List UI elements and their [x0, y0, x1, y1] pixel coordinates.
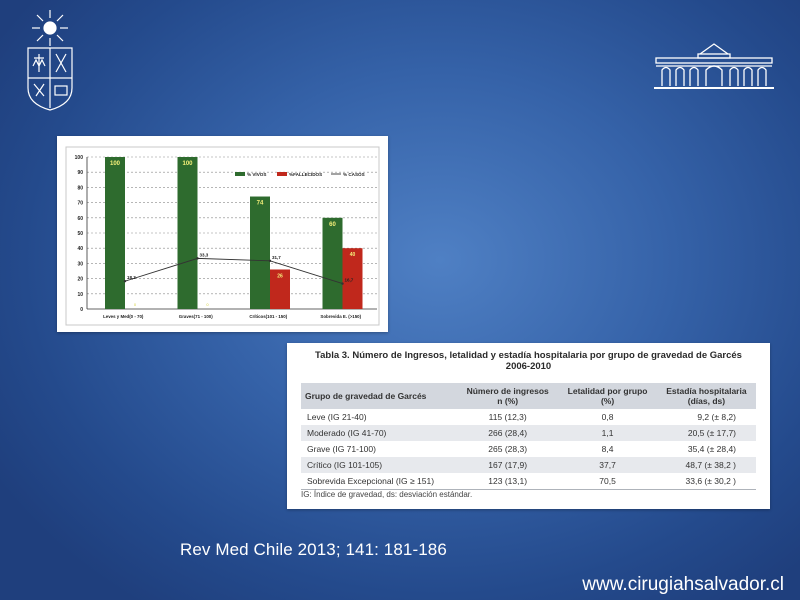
y-tick-label: 50: [77, 231, 83, 237]
table-cell: 1,1: [558, 425, 657, 441]
y-tick-label: 80: [77, 185, 83, 191]
table-row: Moderado (IG 41-70) 266 (28,4) 1,1 20,5 (± …: [301, 425, 756, 441]
x-tick-label: Críticos(101 - 150): [249, 314, 287, 319]
citation-text: Rev Med Chile 2013; 141: 181-186: [180, 540, 447, 559]
y-tick-label: 70: [77, 201, 83, 207]
table-cell: Sobrevida Excepcional (IG ≥ 151): [301, 473, 458, 490]
table-cell: 20,5 (± 17,7): [656, 425, 756, 441]
table-cell: Leve (IG 21-40): [307, 412, 367, 422]
table-title: Tabla 3. Número de Ingresos, letalidad y…: [297, 350, 760, 372]
legend-swatch-fallecidos: [277, 172, 287, 176]
y-tick-label: 0: [80, 307, 83, 313]
y-tick-label: 20: [77, 277, 83, 283]
bar-vivos: [250, 196, 270, 309]
legend-label-vivos: % VIVOS: [247, 172, 266, 177]
table-cell: Moderado (IG 41-70): [301, 425, 458, 441]
hospital-building-icon: [654, 43, 774, 89]
y-tick-label: 10: [77, 292, 83, 298]
table-cell: 8,4: [601, 444, 614, 454]
table-header-cell: Grupo de gravedad de Garcés: [301, 383, 458, 409]
table-cell: 48,7 (± 38,2 ): [656, 457, 756, 473]
table-header-cell: Número de ingresos n (%): [457, 383, 559, 409]
bar-vivos: [322, 217, 343, 309]
y-tick-label: 90: [77, 170, 83, 176]
survival-chart-panel: 0 10 20 30 40 50 60 70 80 90 100 100 0 Leves y Med(0…: [57, 136, 388, 332]
point-casos: [196, 257, 199, 260]
table-row: Grave (IG 71-100) 265 (28,3) 8,4 35,4 (± 28…: [301, 441, 756, 457]
bar-vivos: [105, 157, 125, 309]
bar-fallecidos-label: 40: [350, 252, 356, 258]
x-tick-label: Sobrevida E. (>150): [320, 314, 361, 319]
survival-bar-chart: 0 10 20 30 40 50 60 70 80 90 100 100 0 Leves y Med(0…: [65, 146, 380, 326]
table-cell: Crítico (IG 101-105): [301, 457, 458, 473]
table-title-line1: Tabla 3. Número de Ingresos, letalidad y…: [315, 350, 742, 361]
table-cell: 123 (13,1): [457, 473, 559, 490]
point-casos-label: 18,3: [127, 275, 136, 280]
bar-vivos-label: 100: [110, 161, 121, 167]
table-cell: Grave (IG 71-100): [307, 444, 376, 454]
table-cell: 0,8: [601, 412, 614, 422]
bar-vivos-label: 100: [182, 161, 193, 167]
point-casos: [341, 282, 344, 285]
university-crest-icon: [27, 10, 73, 111]
table-cell: 266 (28,4): [457, 425, 559, 441]
bar-fallecidos-label: 0: [134, 302, 137, 307]
x-tick-label: Graves(71 - 100): [179, 314, 213, 319]
y-tick-label: 30: [77, 261, 83, 267]
bar-fallecidos: [270, 269, 290, 309]
x-tick-label: Leves y Med(0 - 70): [103, 314, 144, 319]
bar-vivos-label: 74: [257, 201, 264, 207]
bar-fallecidos-label: 0: [206, 302, 209, 307]
y-tick-label: 40: [77, 246, 83, 252]
table-cell: 167 (17,9): [457, 457, 559, 473]
legend-swatch-vivos: [235, 172, 245, 176]
table-cell: 35,4 (± 28,4): [687, 444, 736, 454]
bar-fallecidos-label: 26: [277, 273, 283, 279]
table-cell: 70,5: [558, 473, 657, 490]
table-footnote: IG: Índice de gravedad, ds: desviación e…: [301, 490, 473, 499]
point-casos: [123, 279, 127, 283]
point-casos-label: 31,7: [272, 255, 281, 260]
table-row: Sobrevida Excepcional (IG ≥ 151) 123 (13,…: [301, 473, 756, 490]
point-casos-label: 33,3: [200, 252, 209, 257]
table-header-row: Grupo de gravedad de Garcés Número de ing…: [301, 383, 756, 409]
table-row: Leve (IG 21-40) 115 (12,3) 0,8 9,2 (± 8,2): [301, 409, 756, 425]
table-cell: 37,7: [558, 457, 657, 473]
point-casos: [268, 259, 272, 263]
bar-fallecidos: [342, 248, 363, 309]
table-cell: 9,2 (± 8,2): [697, 412, 736, 422]
table-header-cell: Estadía hospitalaria (días, ds): [656, 383, 756, 409]
legend-label-casos: % CASOS: [343, 172, 365, 177]
garces-table: Grupo de gravedad de Garcés Número de ing…: [301, 383, 756, 490]
table-cell: 265 (28,3): [488, 444, 528, 454]
legend-label-fallecidos: %FALLECIDOS: [289, 172, 322, 177]
y-tick-label: 60: [77, 216, 83, 222]
table-row: Crítico (IG 101-105) 167 (17,9) 37,7 48,7 (…: [301, 457, 756, 473]
table-cell: 115 (12,3): [488, 412, 527, 422]
bar-vivos-label: 60: [329, 222, 336, 228]
table-header-cell: Letalidad por grupo (%): [558, 383, 657, 409]
bar-vivos: [177, 157, 198, 309]
garces-table-panel: Tabla 3. Número de Ingresos, letalidad y…: [287, 343, 770, 509]
website-url: www.cirugiahsalvador.cl: [582, 574, 784, 595]
point-casos-label: 16,7: [345, 278, 354, 283]
line-casos: [124, 257, 343, 285]
table-cell: 33,6 (± 30,2 ): [656, 473, 756, 490]
table-title-line2: 2006-2010: [505, 361, 552, 372]
y-tick-label: 100: [75, 155, 84, 161]
